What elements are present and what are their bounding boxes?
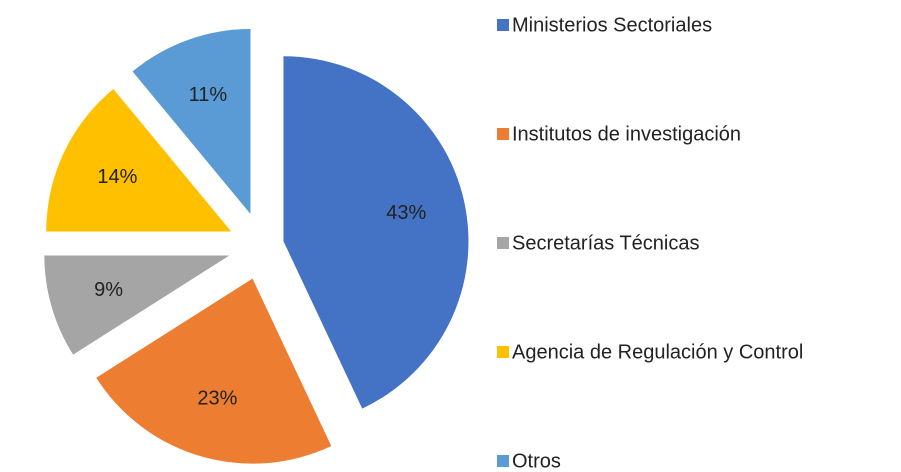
pie-slice bbox=[44, 255, 230, 355]
legend-label: Agencia de Regulación y Control bbox=[512, 341, 803, 363]
legend-swatch bbox=[497, 237, 509, 249]
pie-slice bbox=[283, 56, 469, 409]
legend-label: Secretarías Técnicas bbox=[512, 232, 700, 254]
legend-label: Institutos de investigación bbox=[512, 123, 741, 145]
data-label: 14% bbox=[97, 166, 137, 188]
pie-slice bbox=[96, 278, 332, 464]
legend-swatch bbox=[497, 455, 509, 467]
legend-label: Otros bbox=[512, 450, 561, 472]
data-label: 11% bbox=[189, 84, 228, 106]
legend-label: Ministerios Sectoriales bbox=[512, 14, 712, 36]
legend-swatch bbox=[497, 128, 509, 140]
data-label: 43% bbox=[386, 202, 426, 224]
legend-swatch bbox=[497, 19, 509, 31]
legend-swatch bbox=[497, 346, 509, 358]
pie-slice bbox=[132, 29, 251, 215]
pie-slice bbox=[46, 88, 232, 232]
data-label: 23% bbox=[197, 388, 237, 410]
data-label: 9% bbox=[94, 279, 123, 301]
